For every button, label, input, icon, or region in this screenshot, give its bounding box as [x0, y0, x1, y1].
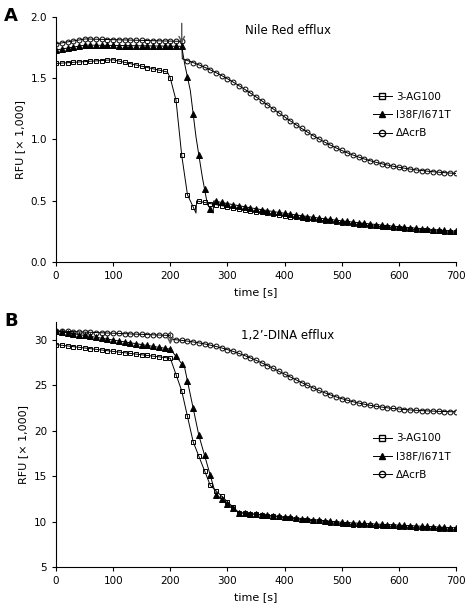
X-axis label: time [s]: time [s]	[234, 287, 278, 296]
Text: Nile Red efflux: Nile Red efflux	[245, 24, 331, 37]
Text: A: A	[4, 7, 18, 25]
Legend: 3-AG100, I38F/I671T, ΔAcrB: 3-AG100, I38F/I671T, ΔAcrB	[369, 87, 455, 143]
X-axis label: time [s]: time [s]	[234, 592, 278, 601]
Text: B: B	[4, 312, 18, 330]
Y-axis label: RFU [× 1,000]: RFU [× 1,000]	[18, 405, 28, 484]
Text: 1,2’-DINA efflux: 1,2’-DINA efflux	[241, 329, 335, 342]
Legend: 3-AG100, I38F/I671T, ΔAcrB: 3-AG100, I38F/I671T, ΔAcrB	[369, 429, 455, 484]
Y-axis label: RFU [× 1,000]: RFU [× 1,000]	[15, 100, 25, 179]
